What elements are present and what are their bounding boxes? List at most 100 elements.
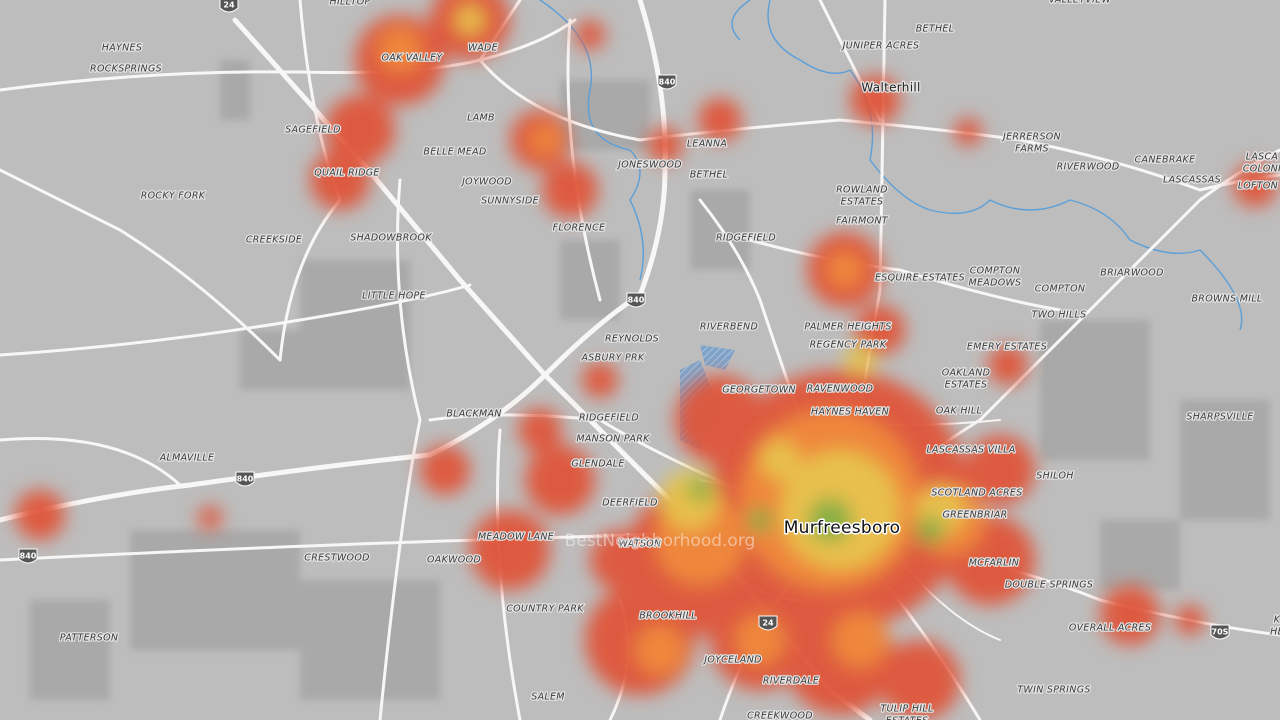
shields: 24 840 840 840 840 24 70S bbox=[18, 0, 1230, 640]
place-label: DOUBLE SPRINGS bbox=[1005, 580, 1093, 591]
place-label: BROOKHILL bbox=[639, 611, 697, 622]
place-label: RIVERBEND bbox=[700, 322, 758, 333]
place-label: SHILOH bbox=[1036, 471, 1073, 482]
place-label: LEANNA bbox=[687, 139, 727, 150]
place-label: Murfreesboro bbox=[784, 518, 901, 538]
shield-shape bbox=[235, 471, 255, 487]
place-label: ESTATES bbox=[945, 380, 988, 391]
place-label: HE bbox=[1270, 627, 1280, 638]
shield-label: 840 bbox=[628, 296, 645, 305]
place-label: GEORGETOWN bbox=[722, 385, 796, 396]
place-label: ROCKSPRINGS bbox=[90, 64, 162, 75]
place-label: BELLE MEAD bbox=[423, 147, 486, 158]
place-label: BROWNS MILL bbox=[1191, 294, 1262, 305]
place-label: WADE bbox=[468, 43, 498, 54]
place-label: MCFARLIN bbox=[969, 558, 1019, 569]
place-label: ROWLAND bbox=[836, 185, 888, 196]
place-label: RIDGEFIELD bbox=[716, 233, 776, 244]
place-label: HAYNES bbox=[102, 43, 142, 54]
place-label: TWIN SPRINGS bbox=[1017, 685, 1090, 696]
watermark: BestNeighborhood.org bbox=[565, 531, 756, 551]
shield-shape bbox=[758, 615, 778, 631]
place-label: VALLEYVIEW bbox=[1049, 0, 1112, 6]
place-label: JERRERSON bbox=[1001, 132, 1061, 143]
place-label: WATSON bbox=[619, 539, 662, 550]
place-label: ASBURY PRK bbox=[581, 353, 645, 364]
place-label: PATTERSON bbox=[60, 633, 119, 644]
shield-label: 840 bbox=[659, 78, 676, 87]
place-label: LITTLE HOPE bbox=[362, 291, 426, 302]
place-label: SALEM bbox=[531, 692, 565, 703]
highway-shield: 24 bbox=[758, 615, 778, 631]
place-label: SHADOWBROOK bbox=[350, 233, 432, 244]
highway-shield: 840 bbox=[235, 471, 255, 487]
place-label: SAGEFIELD bbox=[285, 125, 340, 136]
place-label: RAVENWOOD bbox=[807, 384, 874, 395]
place-label: PALMER HEIGHTS bbox=[804, 322, 891, 333]
place-label: CANEBRAKE bbox=[1135, 155, 1196, 166]
place-label: GREENBRIAR bbox=[942, 510, 1007, 521]
place-label: FLORENCE bbox=[553, 223, 606, 234]
highway-shield: 840 bbox=[18, 548, 38, 564]
shield-shape bbox=[626, 292, 646, 308]
shield-shape bbox=[657, 74, 677, 90]
place-label: BETHEL bbox=[690, 170, 729, 181]
place-label: ALMAVILLE bbox=[159, 453, 215, 464]
place-label: MANSON PARK bbox=[576, 434, 650, 445]
place-label: K bbox=[1274, 615, 1280, 626]
place-label: Walterhill bbox=[861, 81, 920, 95]
place-label: OAKWOOD bbox=[427, 555, 481, 566]
place-label: BLACKMAN bbox=[446, 409, 501, 420]
place-label: SHARPSVILLE bbox=[1186, 412, 1253, 423]
highway-shield: 24 bbox=[219, 0, 239, 13]
place-label: MEADOWS bbox=[968, 278, 1021, 289]
place-label: CRESTWOOD bbox=[304, 553, 369, 564]
place-label: EMERY ESTATES bbox=[967, 342, 1047, 353]
place-label: ROCKY FORK bbox=[141, 191, 206, 202]
highway-shield: 70S bbox=[1210, 624, 1230, 640]
place-label: TWO HILLS bbox=[1032, 310, 1087, 321]
shield-label: 840 bbox=[20, 552, 37, 561]
place-label: LASCASSAS VILLA bbox=[926, 445, 1015, 456]
place-label: MEADOW LANE bbox=[478, 532, 554, 543]
place-label: JUNIPER ACRES bbox=[841, 41, 920, 52]
place-label: CREEKSIDE bbox=[246, 235, 302, 246]
place-label: CREEKWOOD bbox=[747, 711, 813, 720]
shield-label: 70S bbox=[1212, 628, 1229, 637]
place-label: DEERFIELD bbox=[602, 498, 658, 509]
place-label: LAMB bbox=[467, 113, 495, 124]
place-label: BRIARWOOD bbox=[1100, 268, 1163, 279]
place-label: LOFTON bbox=[1238, 181, 1278, 192]
place-label: HAYNES HAVEN bbox=[811, 407, 889, 418]
shield-shape bbox=[18, 548, 38, 564]
place-label: JOYCELAND bbox=[702, 655, 761, 666]
place-label: JONESWOOD bbox=[616, 160, 682, 171]
shield-shape bbox=[1210, 624, 1230, 640]
highway-shield: 840 bbox=[657, 74, 677, 90]
place-label: LASCA bbox=[1246, 152, 1278, 163]
labels: HILLTOP VALLEYVIEW BETHEL HAYNES ROCKSPRINGS… bbox=[59, 0, 1280, 720]
place-label: REGENCY PARK bbox=[810, 340, 887, 351]
place-label: ESTATES bbox=[886, 716, 929, 720]
place-label: RIVERDALE bbox=[763, 676, 819, 687]
place-label: HILLTOP bbox=[330, 0, 371, 8]
place-label: COMPTON bbox=[970, 266, 1021, 277]
place-label: SUNNYSIDE bbox=[481, 196, 539, 207]
place-label: RIVERWOOD bbox=[1057, 162, 1120, 173]
place-label: OVERALL ACRES bbox=[1069, 623, 1151, 634]
developed-areas bbox=[30, 60, 1270, 700]
place-label: BETHEL bbox=[916, 24, 955, 35]
place-label: OAK VALLEY bbox=[382, 53, 444, 64]
place-label: ESQUIRE ESTATES bbox=[875, 273, 965, 284]
place-label: SCOTLAND ACRES bbox=[931, 488, 1022, 499]
place-label: REYNOLDS bbox=[605, 334, 659, 345]
shield-label: 24 bbox=[762, 619, 774, 628]
place-label: GLENDALE bbox=[571, 459, 624, 470]
place-label: RIDGEFIELD bbox=[579, 413, 639, 424]
place-label: COUNTRY PARK bbox=[506, 604, 584, 615]
place-label: QUAIL RIDGE bbox=[314, 168, 379, 179]
place-label: FAIRMONT bbox=[836, 216, 889, 227]
place-label: FARMS bbox=[1015, 144, 1049, 155]
shield-label: 840 bbox=[237, 475, 254, 484]
place-label: OAKLAND bbox=[942, 368, 991, 379]
